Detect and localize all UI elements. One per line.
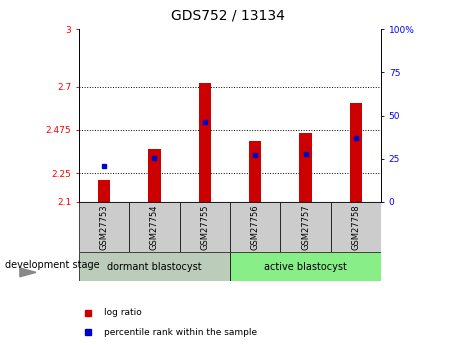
Text: GSM27756: GSM27756 bbox=[251, 204, 260, 250]
Bar bbox=[249, 141, 262, 202]
Text: GSM27753: GSM27753 bbox=[100, 204, 109, 250]
Text: dormant blastocyst: dormant blastocyst bbox=[107, 262, 202, 272]
Bar bbox=[148, 149, 161, 202]
Text: log ratio: log ratio bbox=[104, 308, 142, 317]
Bar bbox=[281, 202, 331, 252]
Text: percentile rank within the sample: percentile rank within the sample bbox=[104, 328, 258, 337]
Text: development stage: development stage bbox=[5, 260, 99, 270]
Bar bbox=[129, 202, 179, 252]
Bar bbox=[79, 202, 129, 252]
Bar bbox=[350, 103, 362, 202]
Text: GSM27757: GSM27757 bbox=[301, 204, 310, 250]
Text: GSM27755: GSM27755 bbox=[200, 204, 209, 249]
Text: GDS752 / 13134: GDS752 / 13134 bbox=[171, 9, 285, 23]
Bar bbox=[98, 180, 110, 202]
Bar bbox=[299, 133, 312, 202]
Bar bbox=[331, 202, 381, 252]
Bar bbox=[230, 202, 281, 252]
Text: GSM27758: GSM27758 bbox=[351, 204, 360, 250]
Bar bbox=[198, 83, 211, 202]
Text: active blastocyst: active blastocyst bbox=[264, 262, 347, 272]
Bar bbox=[230, 252, 381, 281]
Bar bbox=[79, 252, 230, 281]
Polygon shape bbox=[20, 268, 36, 277]
Text: GSM27754: GSM27754 bbox=[150, 204, 159, 249]
Bar bbox=[179, 202, 230, 252]
